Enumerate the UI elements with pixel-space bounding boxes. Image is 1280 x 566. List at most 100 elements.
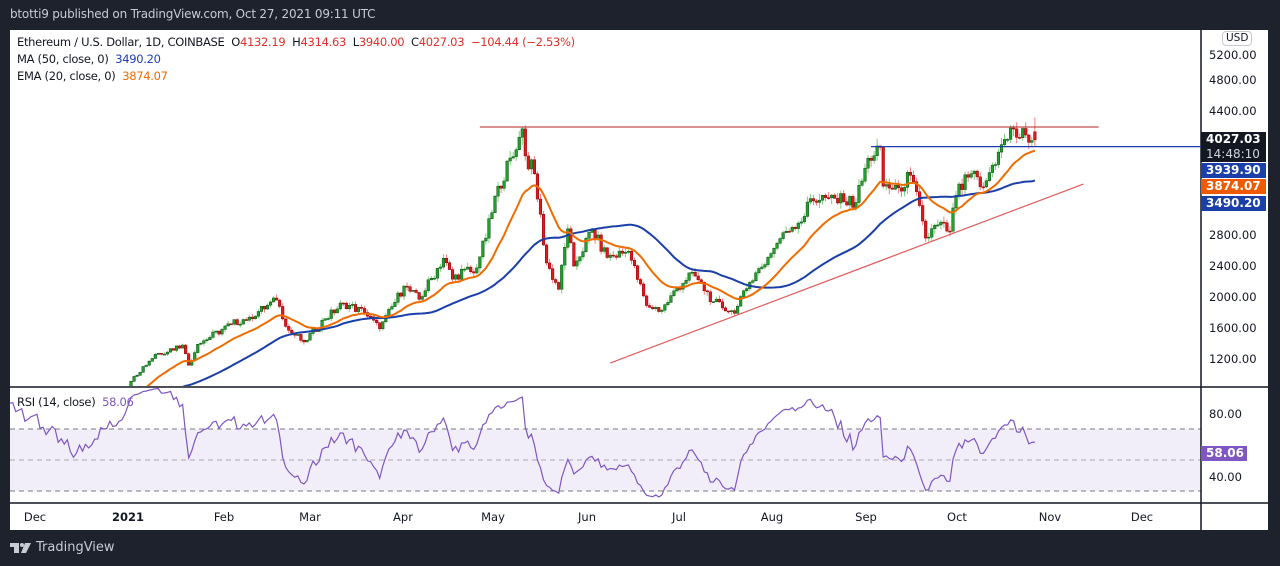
candle-down [733, 310, 737, 314]
candle-up [162, 353, 166, 356]
candle-down [915, 181, 919, 192]
candle-down [171, 348, 176, 351]
legend-symbol-row: Ethereum / U.S. Dollar, 1D, COINBASE O41… [17, 35, 575, 49]
legend-ma-row[interactable]: MA (50, close, 0) 3490.20 [17, 52, 161, 66]
level-badge: 3939.90 [1201, 163, 1266, 178]
candle-up [129, 381, 133, 386]
candle-down [1015, 128, 1019, 138]
candle-down [184, 344, 188, 355]
candle-down [948, 230, 952, 233]
candle-up [669, 295, 673, 303]
legend-open-label: O [231, 35, 240, 49]
candle-up [223, 325, 227, 330]
candle-down [572, 242, 576, 267]
time-label: Feb [213, 510, 235, 524]
time-label: Oct [947, 510, 967, 524]
candle-down [523, 128, 527, 157]
candle-up [147, 361, 151, 366]
candle-down [723, 307, 728, 312]
candle-up [830, 194, 834, 199]
candle-up [496, 185, 500, 197]
last-price: 4027.03 [1206, 132, 1261, 146]
candle-down [1012, 127, 1016, 130]
chart-panel[interactable] [10, 30, 1268, 530]
candle-up [1030, 140, 1034, 143]
legend-rsi-value: 58.06 [102, 395, 134, 409]
candle-down [281, 306, 285, 320]
candle-down [541, 213, 546, 246]
candle-down [414, 290, 418, 293]
candle-down [599, 234, 603, 252]
candle-down [457, 274, 461, 280]
last-price-badge: 4027.03 14:48:10 [1201, 132, 1266, 162]
candle-up [381, 321, 385, 330]
candle-up [520, 128, 524, 138]
legend-low: 3940.00 [358, 35, 405, 49]
tradingview-logo[interactable]: TradingView [10, 540, 115, 555]
candle-up [714, 298, 718, 302]
candle-down [632, 260, 637, 266]
candle-down [899, 187, 903, 192]
candle-down [178, 345, 182, 349]
candle-up [575, 260, 579, 267]
candle-down [708, 291, 712, 302]
candle-down [250, 316, 254, 319]
candle-up [660, 309, 664, 312]
candle-down [842, 193, 846, 202]
candle-up [808, 198, 812, 203]
candle-up [739, 296, 743, 307]
rsi-group [10, 388, 1035, 498]
candle-up [269, 301, 273, 306]
candle-up [484, 237, 488, 242]
time-label: 2021 [111, 510, 145, 524]
ema-20-line [146, 149, 1036, 386]
candle-up [963, 174, 967, 190]
candle-down [469, 266, 473, 272]
candle-up [996, 151, 1001, 165]
candle-down [845, 201, 849, 206]
price-tick: 4400.00 [1209, 104, 1257, 118]
candle-down [229, 323, 233, 326]
candle-up [778, 238, 782, 244]
candle-down [375, 319, 379, 323]
legend-symbol: Ethereum / U.S. Dollar, 1D, COINBASE [17, 35, 225, 49]
candle-up [790, 227, 794, 232]
candle-up [893, 185, 897, 190]
candle-up [769, 253, 773, 258]
candle-up [335, 308, 339, 314]
candle-down [726, 310, 731, 313]
candle-down [678, 288, 682, 290]
candle-down [639, 279, 643, 285]
candle-down [159, 353, 163, 355]
candle-up [478, 256, 482, 269]
candle-down [359, 306, 364, 309]
candle-up [654, 307, 658, 310]
candle-up [338, 302, 342, 310]
candle-up [466, 266, 470, 270]
time-label: Apr [393, 510, 413, 524]
legend-change: −104.44 (−2.53%) [470, 35, 575, 49]
candle-down [235, 319, 239, 325]
legend-rsi-row[interactable]: RSI (14, close) 58.06 [17, 395, 134, 409]
legend-close-label: C [411, 35, 419, 49]
candle-down [1024, 128, 1028, 136]
candle-down [262, 305, 267, 310]
candle-up [199, 343, 203, 345]
candle-up [511, 156, 515, 159]
candle-up [602, 247, 606, 252]
candle-up [356, 306, 361, 312]
candle-up [508, 157, 512, 162]
price-tick: 2800.00 [1209, 228, 1257, 242]
candle-up [584, 238, 588, 252]
candle-down [275, 297, 279, 301]
candle-down [648, 305, 652, 308]
legend-high-label: H [292, 35, 301, 49]
legend-ema-row[interactable]: EMA (20, close, 0) 3874.07 [17, 69, 168, 83]
ascending-trendline [610, 183, 1084, 364]
candle-up [711, 301, 715, 303]
price-tick: 1600.00 [1209, 321, 1257, 335]
candle-down [787, 231, 791, 233]
candle-down [538, 198, 543, 215]
currency-button[interactable]: USD [1222, 31, 1253, 46]
